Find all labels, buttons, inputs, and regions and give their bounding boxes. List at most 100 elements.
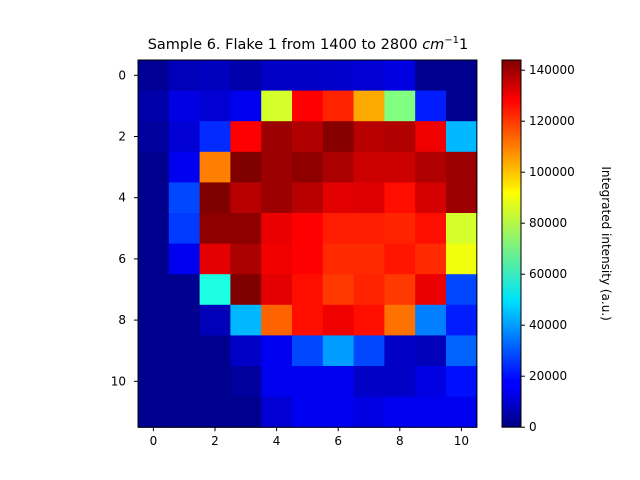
heatmap-cell-r8-c6	[322, 304, 355, 336]
heatmap-cell-r8-c8	[384, 304, 416, 336]
heatmap-cell-r7-c7	[353, 274, 385, 306]
heatmap-cell-r0-c0	[138, 60, 170, 92]
y-tick-label-6: 6	[118, 252, 126, 266]
heatmap-cell-r0-c8	[384, 60, 416, 92]
heatmap-cell-r9-c4	[261, 335, 293, 367]
heatmap-cell-r7-c8	[384, 274, 416, 306]
heatmap-cell-r11-c10	[446, 396, 478, 428]
colorbar-tick-label-60000: 60000	[529, 267, 567, 281]
heatmap-cell-r9-c1	[168, 335, 201, 367]
colorbar-tick-label-20000: 20000	[529, 369, 567, 383]
heatmap-cell-r5-c10	[446, 213, 478, 245]
heatmap-cell-r1-c1	[168, 90, 201, 122]
heatmap-cell-r4-c9	[415, 182, 447, 214]
heatmap-cells	[138, 60, 478, 428]
heatmap-cell-r9-c8	[384, 335, 416, 367]
heatmap-cell-r3-c2	[199, 151, 231, 183]
heatmap-cell-r3-c1	[168, 151, 201, 183]
heatmap-cell-r11-c6	[322, 396, 355, 428]
heatmap-cell-r8-c10	[446, 304, 478, 336]
heatmap-cell-r10-c9	[415, 366, 447, 398]
heatmap-cell-r8-c7	[353, 304, 385, 336]
heatmap-cell-r0-c4	[261, 60, 293, 92]
heatmap-cell-r11-c0	[138, 396, 170, 428]
heatmap-cell-r5-c0	[138, 213, 170, 245]
heatmap-cell-r5-c3	[230, 213, 262, 245]
heatmap-cell-r2-c3	[230, 121, 262, 153]
heatmap-cell-r10-c7	[353, 366, 385, 398]
heatmap-cell-r10-c10	[446, 366, 478, 398]
heatmap-cell-r7-c3	[230, 274, 262, 306]
heatmap-cell-r7-c4	[261, 274, 293, 306]
heatmap-cell-r2-c7	[353, 121, 385, 153]
heatmap-cell-r6-c9	[415, 243, 447, 275]
heatmap-cell-r9-c9	[415, 335, 447, 367]
heatmap-cell-r0-c9	[415, 60, 447, 92]
y-tick-label-0: 0	[118, 68, 126, 82]
heatmap-cell-r2-c1	[168, 121, 201, 153]
heatmap-cell-r11-c3	[230, 396, 262, 428]
heatmap-cell-r11-c8	[384, 396, 416, 428]
heatmap-cell-r0-c7	[353, 60, 385, 92]
heatmap-cell-r8-c3	[230, 304, 262, 336]
heatmap-cell-r5-c1	[168, 213, 201, 245]
heatmap-cell-r6-c3	[230, 243, 262, 275]
heatmap-cell-r0-c6	[322, 60, 355, 92]
x-tick-label-10: 10	[454, 434, 469, 448]
heatmap-cell-r6-c7	[353, 243, 385, 275]
heatmap-cell-r11-c7	[353, 396, 385, 428]
heatmap-cell-r3-c9	[415, 151, 447, 183]
colorbar-ticks: 0 20000 40000 60000 80000 100000 120000 140000	[521, 63, 575, 434]
heatmap-cell-r6-c10	[446, 243, 478, 275]
heatmap-cell-r9-c6	[322, 335, 355, 367]
heatmap-cell-r5-c5	[292, 213, 324, 245]
heatmap-cell-r7-c6	[322, 274, 355, 306]
y-tick-label-10: 10	[111, 374, 126, 388]
heatmap-cell-r0-c10	[446, 60, 478, 92]
plot-frame	[137, 59, 478, 428]
heatmap-cell-r5-c8	[384, 213, 416, 245]
colorbar-label: Integrated intensity (a.u.)	[599, 166, 613, 320]
y-tick-label-8: 8	[118, 313, 126, 327]
colorbar-tick-label-80000: 80000	[529, 216, 567, 230]
heatmap-cell-r8-c1	[168, 304, 201, 336]
heatmap-cell-r5-c4	[261, 213, 293, 245]
heatmap-cell-r9-c7	[353, 335, 385, 367]
heatmap-cell-r7-c10	[446, 274, 478, 306]
heatmap-cell-r0-c1	[168, 60, 201, 92]
heatmap-cell-r3-c10	[446, 151, 478, 183]
y-tick-label-2: 2	[118, 130, 126, 144]
heatmap-cell-r10-c4	[261, 366, 293, 398]
heatmap-cell-r6-c1	[168, 243, 201, 275]
heatmap-cell-r3-c5	[292, 151, 324, 183]
heatmap-cell-r1-c10	[446, 90, 478, 122]
heatmap-cell-r2-c5	[292, 121, 324, 153]
heatmap-cell-r4-c6	[322, 182, 355, 214]
heatmap-cell-r2-c2	[199, 121, 231, 153]
heatmap-cell-r9-c3	[230, 335, 262, 367]
heatmap-cell-r1-c0	[138, 90, 170, 122]
x-tick-label-8: 8	[396, 434, 404, 448]
heatmap-cell-r3-c0	[138, 151, 170, 183]
heatmap-cell-r4-c1	[168, 182, 201, 214]
heatmap-cell-r6-c2	[199, 243, 231, 275]
heatmap-cell-r0-c2	[199, 60, 231, 92]
heatmap-cell-r11-c1	[168, 396, 201, 428]
heatmap-cell-r3-c6	[322, 151, 355, 183]
heatmap-cell-r2-c0	[138, 121, 170, 153]
heatmap-cell-r8-c5	[292, 304, 324, 336]
heatmap-cell-r3-c4	[261, 151, 293, 183]
colorbar-tick-label-0: 0	[529, 420, 537, 434]
heatmap-cell-r6-c4	[261, 243, 293, 275]
heatmap-cell-r10-c1	[168, 366, 201, 398]
heatmap-cell-r7-c5	[292, 274, 324, 306]
heatmap-cell-r2-c4	[261, 121, 293, 153]
heatmap-cell-r10-c8	[384, 366, 416, 398]
heatmap-cell-r10-c6	[322, 366, 355, 398]
heatmap-cell-r2-c6	[322, 121, 355, 153]
colorbar-tick-label-100000: 100000	[529, 165, 575, 179]
colorbar	[501, 59, 522, 428]
heatmap-cell-r4-c5	[292, 182, 324, 214]
colorbar-tick-label-120000: 120000	[529, 114, 575, 128]
